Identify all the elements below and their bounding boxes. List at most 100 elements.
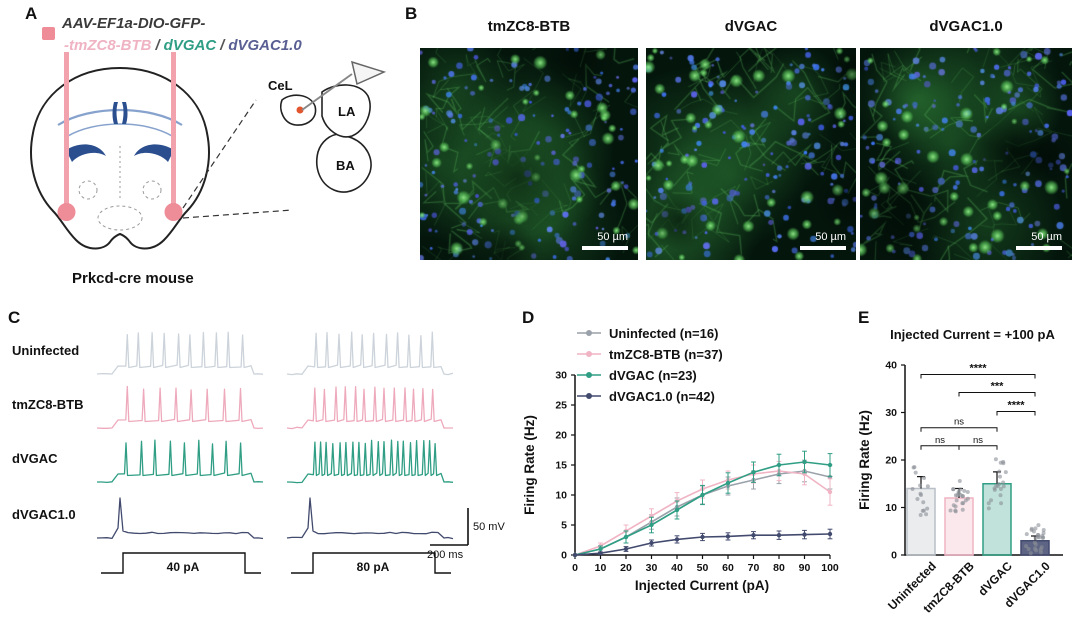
svg-text:80: 80 xyxy=(773,562,785,574)
mouse-genotype-label: Prkcd-cre mouse xyxy=(72,270,194,287)
micrograph-dvgac10: 50 µm xyxy=(860,48,1072,260)
svg-text:25: 25 xyxy=(555,400,567,412)
pulse-80pa: 80 pA xyxy=(291,552,451,574)
panel-b-label: B xyxy=(405,4,418,23)
svg-text:90: 90 xyxy=(799,562,811,574)
separator: / xyxy=(220,37,225,54)
ventricle-left xyxy=(112,102,118,124)
svg-text:30: 30 xyxy=(555,370,567,382)
legend-item: dVGAC (n=23) xyxy=(576,367,723,383)
svg-text:40: 40 xyxy=(671,562,683,574)
trace-scalebars: 50 mV 200 ms xyxy=(427,508,505,561)
scalebar-label: 50 µm xyxy=(1031,231,1062,243)
svg-text:20: 20 xyxy=(555,430,567,442)
pulse-40pa-label: 40 pA xyxy=(167,560,200,574)
micrograph-canvas xyxy=(860,48,1072,260)
svg-text:10: 10 xyxy=(595,562,607,574)
svg-text:10: 10 xyxy=(885,502,897,514)
micrograph-dvgac: 50 µm xyxy=(646,48,856,260)
svg-text:ns: ns xyxy=(973,435,983,446)
trace-Uninfected-80pA xyxy=(286,331,454,376)
micrograph-title-dvgac: dVGAC xyxy=(724,18,778,35)
pipette xyxy=(301,73,353,111)
legend-marker xyxy=(577,351,601,357)
trace-dVGAC-80pA xyxy=(286,439,454,484)
svg-text:***: *** xyxy=(991,381,1005,393)
firing-rate-legend: Uninfected (n=16) tmZC8-BTB (n=37) dVGAC (… xyxy=(576,325,723,404)
injection-dot xyxy=(296,106,304,114)
construct-dash: - xyxy=(64,37,69,54)
svg-text:30: 30 xyxy=(885,407,897,419)
svg-text:20: 20 xyxy=(620,562,632,574)
ventricle-right xyxy=(122,102,128,124)
pulse-40pa: 40 pA xyxy=(101,552,261,574)
trace-dVGAC1.0-80pA xyxy=(286,497,454,540)
micrograph-title-tmzc8: tmZC8-BTB xyxy=(487,18,571,35)
trace-panel: Uninfected tmZC8-BTB dVGAC dVGAC1.0 xyxy=(0,305,520,620)
svg-text:70: 70 xyxy=(748,562,760,574)
time-scale-label: 200 ms xyxy=(427,549,464,561)
voltage-scale-label: 50 mV xyxy=(473,521,505,533)
construct-tmzc8-btb: tmZC8-BTB xyxy=(69,37,152,54)
svg-text:60: 60 xyxy=(722,562,734,574)
pipette-flag xyxy=(350,60,387,86)
panel-c-label: C xyxy=(8,308,21,327)
svg-text:30: 30 xyxy=(646,562,658,574)
firing-rate-chart: 0 10 20 30 40 50 60 70 80 90 100 0 5 10 15 20 25 30 Inject… xyxy=(520,305,855,620)
svg-text:Injected Current (pA): Injected Current (pA) xyxy=(635,578,769,593)
legend-label: dVGAC1.0 (n=42) xyxy=(609,388,715,404)
svg-text:Firing Rate (Hz): Firing Rate (Hz) xyxy=(857,410,872,510)
injection-needle-left xyxy=(64,52,69,208)
legend-marker xyxy=(577,330,601,336)
firing-rate-plot: 0 10 20 30 40 50 60 70 80 90 100 0 5 10 15 20 25 30 Inject… xyxy=(522,370,839,594)
hippocampus-left xyxy=(66,144,106,162)
micrograph-title-dvgac10: dVGAC1.0 xyxy=(929,18,1003,35)
svg-text:50: 50 xyxy=(697,562,709,574)
svg-text:Firing Rate (Hz): Firing Rate (Hz) xyxy=(522,415,537,515)
scalebar xyxy=(582,246,628,250)
svg-text:0: 0 xyxy=(561,550,567,562)
corpus-callosum xyxy=(57,108,183,126)
legend-item: tmZC8-BTB (n=37) xyxy=(576,346,723,362)
trace-row-label: dVGAC1.0 xyxy=(12,507,76,522)
legend-label: Uninfected (n=16) xyxy=(609,325,719,341)
legend-marker xyxy=(577,393,601,399)
la-label: LA xyxy=(338,104,356,119)
legend-item: dVGAC1.0 (n=42) xyxy=(576,388,723,404)
construct-title-line1: AAV-EF1a-DIO-GFP- xyxy=(62,15,206,32)
legend-label: dVGAC (n=23) xyxy=(609,367,697,383)
svg-text:****: **** xyxy=(969,363,987,375)
bar-chart-title: Injected Current = +100 pA xyxy=(890,327,1055,342)
legend-marker xyxy=(577,372,601,378)
trace-row-label: tmZC8-BTB xyxy=(12,397,84,412)
svg-text:0: 0 xyxy=(572,562,578,574)
svg-text:0: 0 xyxy=(891,550,897,562)
trace-row-label: dVGAC xyxy=(12,451,58,466)
trace-dVGAC1.0-40pA xyxy=(96,497,264,540)
svg-text:****: **** xyxy=(1007,400,1025,412)
construct-dvgac: dVGAC xyxy=(163,37,217,54)
injection-site-right xyxy=(164,203,183,221)
scalebar xyxy=(800,246,846,250)
trace-row-label: Uninfected xyxy=(12,343,80,358)
panel-d-label: D xyxy=(522,308,535,327)
svg-text:5: 5 xyxy=(561,520,567,532)
svg-text:15: 15 xyxy=(555,460,567,472)
brain-outline xyxy=(30,66,210,250)
coronal-section xyxy=(30,52,210,250)
zoom-connector xyxy=(182,209,293,219)
construct-dvgac10: dVGAC1.0 xyxy=(228,37,302,54)
svg-text:ns: ns xyxy=(954,417,964,428)
aav-legend-swatch xyxy=(42,27,55,40)
svg-text:10: 10 xyxy=(555,490,567,502)
micrograph-canvas xyxy=(420,48,638,260)
amygdala-inset: CeL LA BA xyxy=(268,60,387,193)
svg-text:20: 20 xyxy=(885,455,897,467)
brain-schematic: CeL LA BA xyxy=(30,52,387,250)
hippocampus-right xyxy=(134,144,174,162)
injection-needle-right xyxy=(171,52,176,208)
micrograph-tmzc8: 50 µm xyxy=(420,48,638,260)
scalebar-label: 50 µm xyxy=(597,231,628,243)
